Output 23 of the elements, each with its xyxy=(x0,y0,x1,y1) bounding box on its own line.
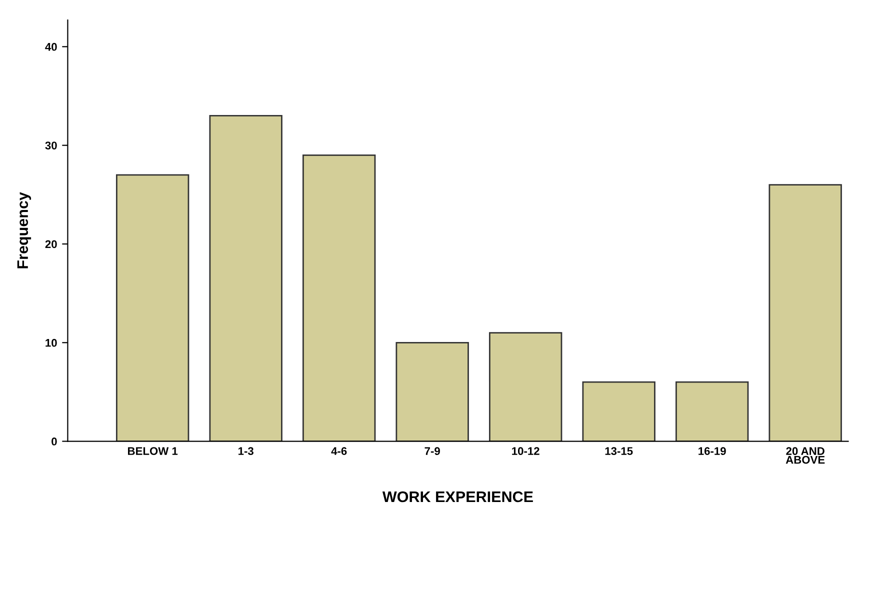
y-tick-label: 0 xyxy=(52,438,57,446)
y-tick-label: 30 xyxy=(45,142,57,150)
bar xyxy=(768,184,842,442)
x-tick-label: 10-12 xyxy=(512,447,540,456)
y-tick-label: 10 xyxy=(46,338,57,347)
x-tick-label: 13-15 xyxy=(605,447,633,456)
y-axis-title: Frequency xyxy=(17,192,32,268)
x-tick-label: 4-6 xyxy=(331,447,347,456)
x-tick-label: 16-19 xyxy=(698,447,726,456)
x-axis-title: WORK EXPERIENCE xyxy=(382,491,533,502)
y-tick-label: 40 xyxy=(45,42,57,51)
bar xyxy=(302,154,376,442)
bar xyxy=(675,381,749,442)
bar xyxy=(582,381,656,442)
bar xyxy=(116,174,190,442)
bar xyxy=(396,342,469,442)
bar xyxy=(209,115,282,442)
x-tick-label: 1-3 xyxy=(238,447,254,456)
x-tick-label: 20 AND ABOVE xyxy=(786,447,825,464)
y-tick-label: 20 xyxy=(45,240,57,248)
x-tick-label: 7-9 xyxy=(424,447,440,456)
x-tick-label: BELOW 1 xyxy=(128,447,178,456)
bar xyxy=(488,332,562,442)
